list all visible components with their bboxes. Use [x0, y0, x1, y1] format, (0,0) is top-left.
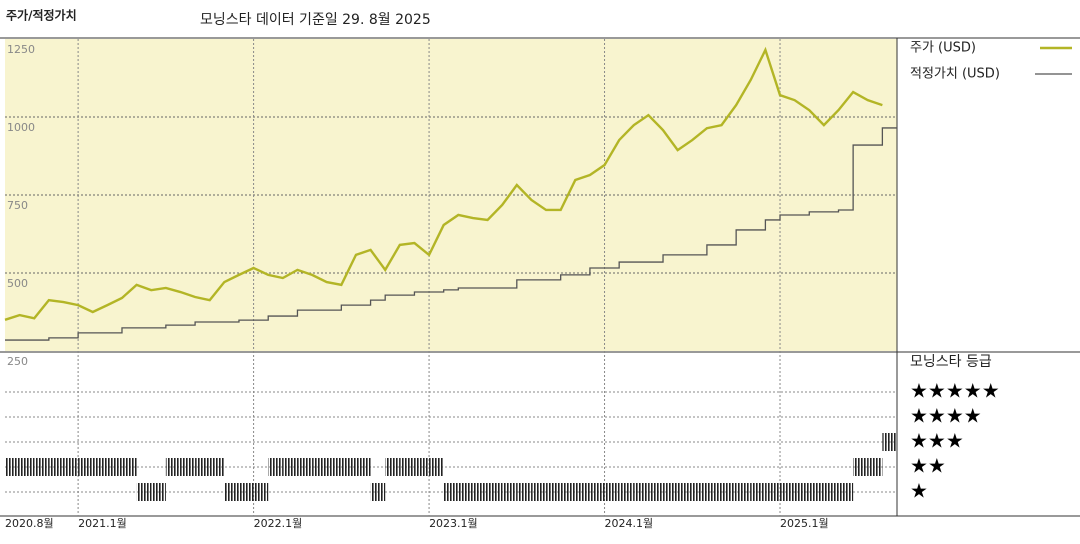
y-tick-label: 1250: [7, 43, 35, 56]
rating-bar: [19, 458, 35, 476]
x-tick-label: 2023.1월: [429, 517, 478, 530]
y-tick-label: 250: [7, 355, 28, 368]
rating-bar: [706, 483, 722, 501]
rating-bar: [414, 458, 430, 476]
rating-bar: [721, 483, 737, 501]
rating-bar: [121, 458, 137, 476]
x-tick-label: 2022.1월: [254, 517, 303, 530]
rating-bar: [765, 483, 781, 501]
rating-bar: [136, 483, 152, 501]
chart-title: 주가/적정가치: [6, 8, 77, 23]
rating-bar: [429, 458, 444, 476]
rating-bar: [823, 483, 839, 501]
rating-bar: [458, 483, 473, 501]
rating-bar: [107, 458, 122, 476]
x-tick-label: 2021.1월: [78, 517, 127, 530]
rating-bar: [531, 483, 547, 501]
rating-bar: [195, 458, 210, 476]
rating-bar: [516, 483, 532, 501]
rating-bar: [619, 483, 634, 501]
rating-label: ★★★★: [910, 404, 982, 428]
rating-bar: [736, 483, 751, 501]
y-tick-label: 1000: [7, 121, 35, 134]
rating-bar: [165, 458, 181, 476]
rating-label: ★★★★★: [910, 379, 1000, 403]
series-line: [5, 127, 897, 341]
legend-label: 주가 (USD): [910, 41, 976, 56]
rating-bar: [268, 458, 283, 476]
rating-bar: [692, 483, 707, 501]
rating-bar: [399, 458, 415, 476]
rating-bar: [209, 458, 225, 476]
rating-bar: [853, 458, 868, 476]
rating-bar: [882, 433, 897, 451]
rating-bar: [663, 483, 678, 501]
rating-bar: [385, 458, 400, 476]
rating-label: ★: [910, 479, 928, 503]
rating-bar: [575, 483, 590, 501]
rating-bar: [48, 458, 64, 476]
rating-bar: [487, 483, 503, 501]
rating-bar: [92, 458, 108, 476]
rating-bar: [326, 458, 342, 476]
x-tick-label: 2020.8월: [5, 517, 54, 530]
rating-title: 모닝스타 등급: [910, 354, 992, 370]
legend-label: 적정가치 (USD): [910, 67, 1000, 82]
rating-bar: [443, 483, 459, 501]
series-line: [4, 46, 883, 321]
rating-bar: [677, 483, 693, 501]
rating-bar: [867, 458, 883, 476]
rating-bar: [780, 483, 795, 501]
rating-bar: [633, 483, 649, 501]
rating-bar: [282, 458, 298, 476]
rating-bar: [355, 458, 371, 476]
rating-bar: [502, 483, 517, 501]
rating-bar: [34, 458, 49, 476]
rating-label: ★★: [910, 454, 946, 478]
y-tick-label: 500: [7, 277, 28, 290]
rating-bar: [180, 458, 196, 476]
rating-bar: [63, 458, 79, 476]
rating-bar: [472, 483, 488, 501]
rating-bar: [809, 483, 824, 501]
rating-bar: [838, 483, 854, 501]
rating-bar: [604, 483, 620, 501]
rating-bar: [151, 483, 166, 501]
rating-label: ★★★: [910, 429, 964, 453]
rating-bar: [750, 483, 766, 501]
rating-bar: [253, 483, 269, 501]
rating-bar: [78, 458, 93, 476]
rating-bar: [560, 483, 576, 501]
rating-bar: [5, 458, 20, 476]
chart-subtitle: 모닝스타 데이터 기준일 29. 8월 2025: [200, 12, 431, 28]
y-tick-label: 750: [7, 199, 28, 212]
x-tick-label: 2025.1월: [780, 517, 829, 530]
rating-bar: [589, 483, 605, 501]
rating-bar: [546, 483, 561, 501]
rating-bar: [224, 483, 239, 501]
rating-bar: [370, 483, 386, 501]
rating-bar: [297, 458, 313, 476]
rating-bar: [238, 483, 254, 501]
rating-bar: [648, 483, 664, 501]
rating-bar: [794, 483, 810, 501]
rating-bar: [312, 458, 327, 476]
x-tick-label: 2024.1월: [605, 517, 654, 530]
rating-bar: [341, 458, 356, 476]
